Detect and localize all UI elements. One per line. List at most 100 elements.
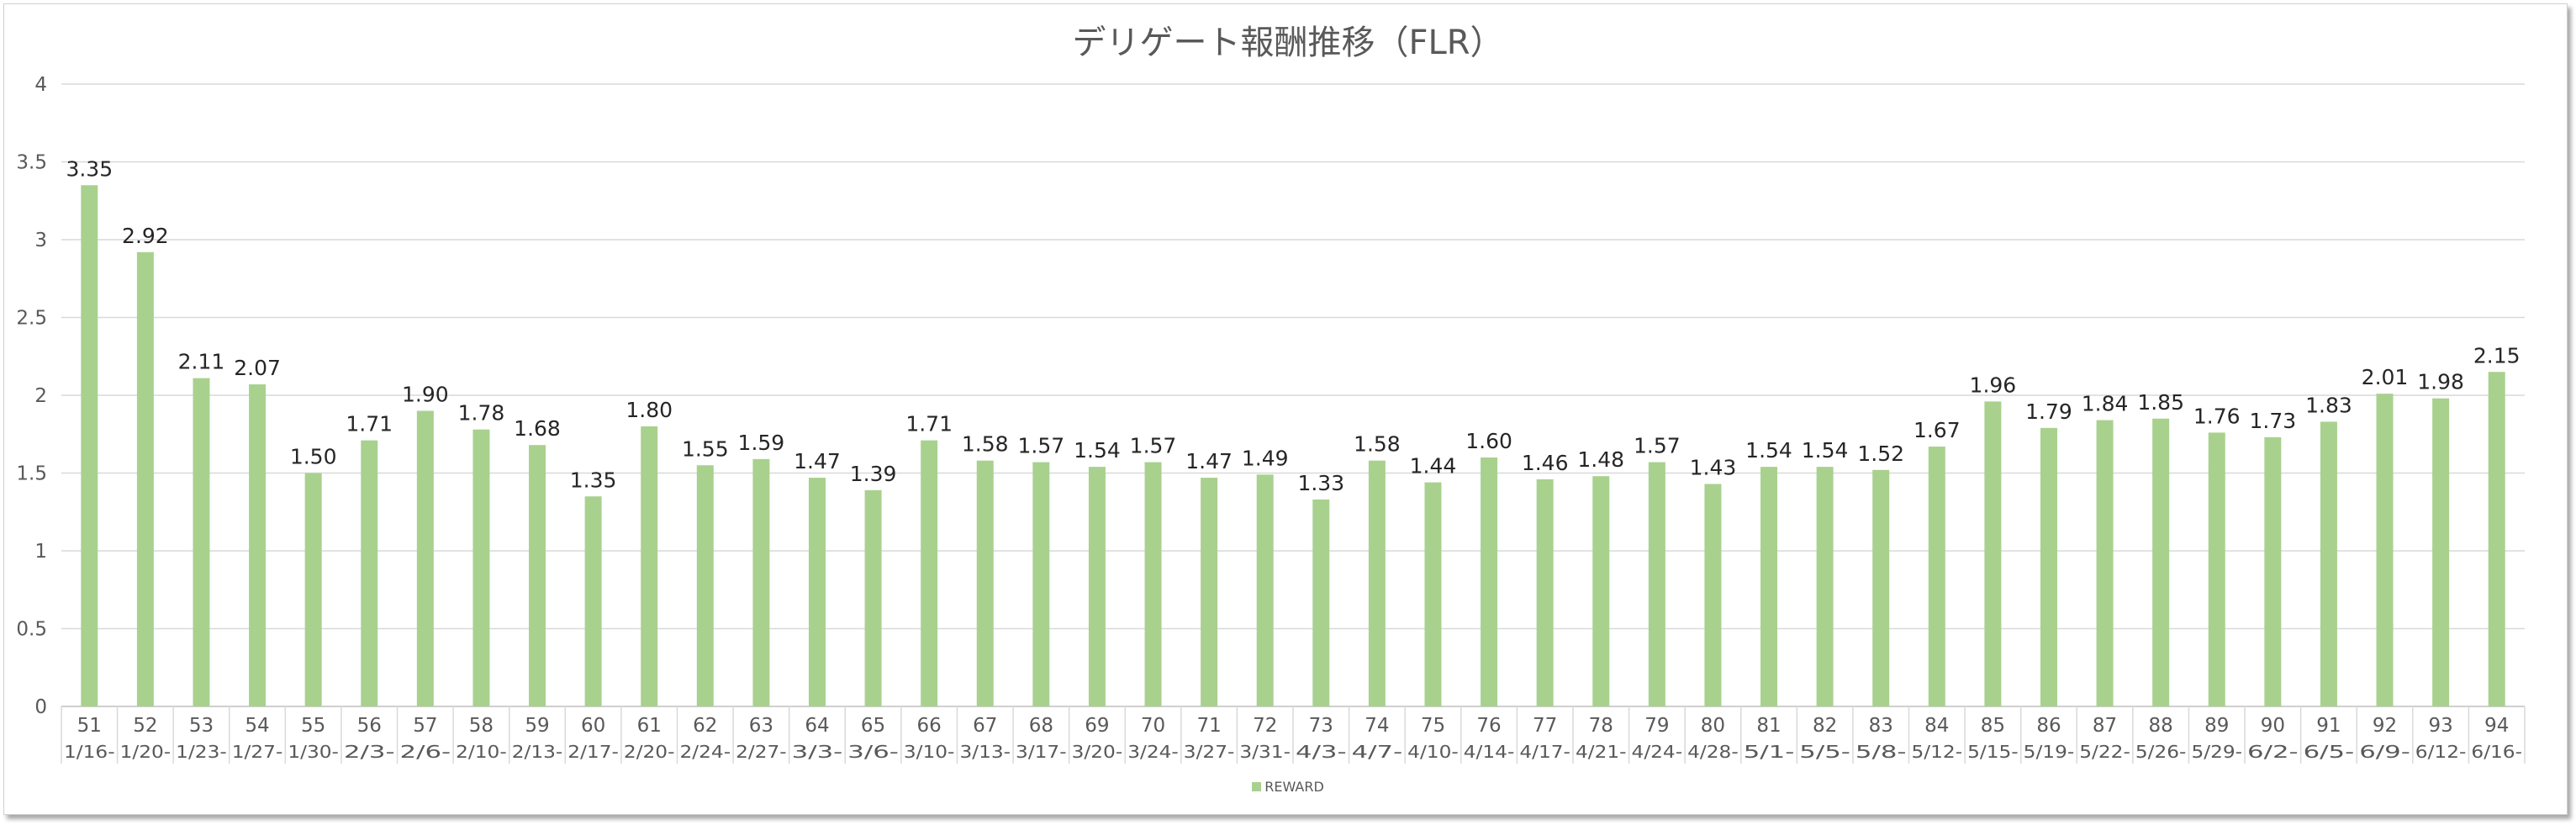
y-tick-label: 2: [34, 385, 47, 407]
x-tick-label-date: 5/12-: [1912, 742, 1963, 762]
x-tick-label-epoch: 60: [581, 715, 605, 737]
data-label: 1.78: [458, 401, 505, 426]
x-tick-label-epoch: 64: [805, 715, 829, 737]
x-tick-label-date: 3/20-: [1072, 742, 1123, 762]
data-label: 1.39: [850, 462, 897, 486]
x-tick-label-epoch: 87: [2093, 715, 2117, 737]
bar: [1816, 467, 1834, 706]
data-label: 1.73: [2250, 409, 2297, 433]
x-tick-label-epoch: 85: [1981, 715, 2005, 737]
x-tick-label-date: 4/7-: [1352, 742, 1403, 762]
x-tick-label-epoch: 91: [2316, 715, 2341, 737]
x-tick-label-date: 3/6-: [847, 742, 899, 762]
x-tick-label-epoch: 61: [637, 715, 662, 737]
x-tick-label-date: 1/27-: [232, 742, 283, 762]
x-tick-label-epoch: 58: [469, 715, 494, 737]
data-label: 1.76: [2193, 404, 2241, 428]
bar: [1872, 469, 1890, 706]
data-label: 1.58: [962, 432, 1009, 457]
x-tick-label-date: 2/6-: [400, 742, 451, 762]
data-label: 2.15: [2473, 343, 2521, 368]
data-label: 1.52: [1857, 442, 1904, 466]
data-label: 2.07: [234, 356, 281, 380]
x-tick-label-date: 3/31-: [1239, 742, 1291, 762]
data-label: 1.80: [626, 398, 673, 422]
data-label: 1.79: [2025, 399, 2072, 424]
data-label: 1.68: [514, 416, 561, 441]
x-tick-label-epoch: 53: [189, 715, 214, 737]
bar: [1312, 499, 1330, 706]
data-label: 1.46: [1522, 451, 1569, 475]
x-tick-label-epoch: 92: [2373, 715, 2397, 737]
data-label: 1.35: [570, 468, 617, 492]
x-tick-label-epoch: 56: [357, 715, 382, 737]
x-tick-label-epoch: 82: [1813, 715, 1837, 737]
x-tick-label-epoch: 74: [1365, 715, 1389, 737]
x-tick-label-epoch: 72: [1253, 715, 1277, 737]
bar: [2488, 372, 2505, 706]
data-label: 1.57: [1130, 434, 1177, 458]
data-label: 1.59: [738, 431, 785, 455]
bar: [976, 460, 994, 706]
data-label: 1.47: [1185, 449, 1233, 473]
x-tick-label-date: 5/26-: [2135, 742, 2187, 762]
x-tick-label-date: 1/16-: [64, 742, 115, 762]
chart-title: デリゲート報酬推移（FLR）: [1072, 24, 1504, 62]
x-tick-label-epoch: 84: [1924, 715, 1949, 737]
x-tick-label-epoch: 51: [77, 715, 102, 737]
x-tick-label-date: 6/9-: [2359, 742, 2410, 762]
x-tick-label-epoch: 86: [2036, 715, 2061, 737]
bar: [1481, 457, 1498, 706]
data-label: 1.58: [1354, 432, 1401, 457]
x-tick-label-date: 4/10-: [1407, 742, 1459, 762]
x-tick-label-date: 6/16-: [2471, 742, 2522, 762]
data-label: 1.71: [905, 412, 953, 436]
x-tick-label-epoch: 69: [1085, 715, 1109, 737]
data-label: 1.57: [1018, 434, 1065, 458]
data-label: 1.90: [402, 383, 449, 407]
data-label: 1.33: [1297, 471, 1344, 495]
data-label: 1.50: [290, 445, 337, 469]
bar: [2320, 421, 2337, 706]
x-tick-label-date: 4/14-: [1464, 742, 1515, 762]
x-tick-label-epoch: 71: [1196, 715, 1221, 737]
bar: [304, 473, 322, 706]
bar: [2152, 418, 2170, 706]
x-tick-label-date: 5/29-: [2191, 742, 2242, 762]
bar: [472, 429, 490, 706]
x-tick-label-epoch: 55: [301, 715, 325, 737]
data-label: 1.49: [1242, 446, 1289, 470]
data-label: 2.92: [122, 224, 169, 248]
x-tick-label-date: 6/12-: [2415, 742, 2467, 762]
x-tick-label-epoch: 65: [861, 715, 885, 737]
y-tick-label: 2.5: [16, 308, 47, 330]
x-tick-label-date: 1/23-: [176, 742, 227, 762]
y-tick-label: 0: [34, 696, 47, 718]
x-tick-label-date: 2/10-: [456, 742, 507, 762]
bar: [921, 440, 938, 706]
x-tick-label-epoch: 94: [2484, 715, 2509, 737]
x-tick-label-epoch: 88: [2149, 715, 2173, 737]
x-tick-label-epoch: 75: [1421, 715, 1445, 737]
bar: [1032, 462, 1050, 706]
data-label: 3.35: [66, 156, 113, 181]
x-tick-label-date: 3/27-: [1184, 742, 1235, 762]
bar: [2208, 432, 2225, 706]
data-label: 1.67: [1914, 418, 1961, 442]
data-label: 1.83: [2305, 393, 2352, 417]
bar: [808, 478, 826, 706]
bar: [416, 410, 434, 706]
bar: [193, 378, 210, 706]
x-tick-label-date: 4/3-: [1296, 742, 1347, 762]
x-tick-label-epoch: 59: [525, 715, 549, 737]
x-tick-label-epoch: 57: [413, 715, 437, 737]
bar: [641, 426, 658, 706]
x-tick-label-epoch: 68: [1029, 715, 1053, 737]
bar: [752, 458, 770, 706]
data-label: 1.47: [794, 449, 841, 473]
x-tick-label-epoch: 93: [2428, 715, 2452, 737]
bar: [2096, 420, 2114, 706]
bar: [1928, 447, 1945, 706]
data-label: 1.43: [1690, 455, 1737, 479]
